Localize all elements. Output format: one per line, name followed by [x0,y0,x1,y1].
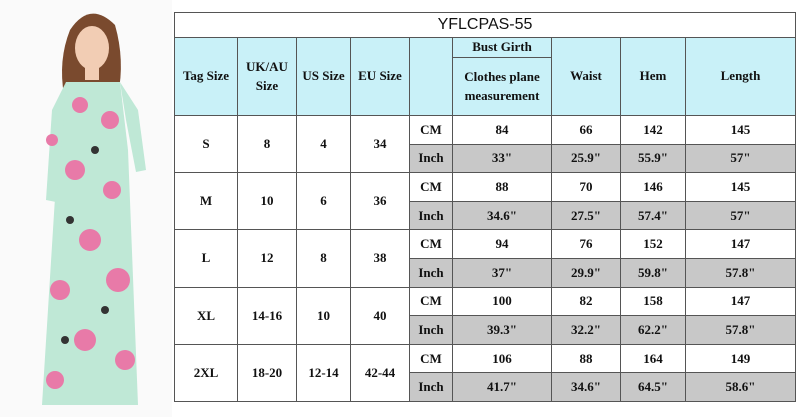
size-cell: 12-14 [296,343,351,402]
unit-cell: CM [409,229,453,259]
measure-cell: 149 [685,343,796,374]
measure-cell: 32.2" [551,315,621,345]
measure-cell: 106 [452,343,552,374]
unit-cell: Inch [409,200,453,231]
measure-cell: 64.5" [620,372,686,402]
size-cell: XL [174,286,238,345]
measure-cell: 37" [452,258,552,288]
measure-cell: 57" [685,200,796,231]
measure-cell: 84 [452,115,552,145]
measure-cell: 66 [551,115,621,145]
unit-cell: Inch [409,258,453,288]
measure-cell: 158 [620,286,686,317]
measure-cell: 147 [685,229,796,259]
size-cell: 8 [296,229,351,288]
measure-cell: 39.3" [452,315,552,345]
measure-cell: 41.7" [452,372,552,402]
unit-cell: CM [409,286,453,317]
measure-cell: 145 [685,115,796,145]
table-title: YFLCPAS-55 [174,12,796,38]
unit-cell: CM [409,172,453,202]
unit-cell: CM [409,343,453,374]
model-photo [0,0,172,417]
unit-cell: CM [409,115,453,145]
measure-cell: 147 [685,286,796,317]
size-cell: 18-20 [237,343,297,402]
column-header: Waist [551,37,621,116]
measure-cell: 152 [620,229,686,259]
unit-cell: Inch [409,315,453,345]
size-cell: 36 [350,172,410,231]
column-header: EU Size [350,37,410,116]
measure-cell: 57.4" [620,200,686,231]
size-cell: 2XL [174,343,238,402]
size-cell: 12 [237,229,297,288]
measure-cell: 88 [551,343,621,374]
column-header: Hem [620,37,686,116]
measure-cell: 55.9" [620,143,686,174]
measure-cell: 94 [452,229,552,259]
column-header: Bust Girth [452,37,552,58]
measure-cell: 58.6" [685,372,796,402]
measure-cell: 27.5" [551,200,621,231]
measure-cell: 100 [452,286,552,317]
column-header: US Size [296,37,351,116]
measure-cell: 34.6" [452,200,552,231]
measure-cell: 88 [452,172,552,202]
measure-cell: 25.9" [551,143,621,174]
measure-cell: 33" [452,143,552,174]
measure-cell: 57" [685,143,796,174]
column-subheader: Clothes plane measurement [452,57,552,116]
size-cell: 10 [296,286,351,345]
size-cell: 42-44 [350,343,410,402]
measure-cell: 146 [620,172,686,202]
column-header [409,37,453,116]
measure-cell: 62.2" [620,315,686,345]
size-cell: S [174,115,238,174]
measure-cell: 164 [620,343,686,374]
unit-cell: Inch [409,143,453,174]
size-cell: M [174,172,238,231]
size-cell: 4 [296,115,351,174]
measure-cell: 59.8" [620,258,686,288]
column-header: UK/AU Size [237,37,297,116]
size-cell: 10 [237,172,297,231]
measure-cell: 70 [551,172,621,202]
size-cell: 6 [296,172,351,231]
measure-cell: 29.9" [551,258,621,288]
size-cell: 40 [350,286,410,345]
size-cell: 38 [350,229,410,288]
measure-cell: 57.8" [685,315,796,345]
size-cell: 8 [237,115,297,174]
measure-cell: 142 [620,115,686,145]
measure-cell: 76 [551,229,621,259]
size-cell: 34 [350,115,410,174]
column-header: Tag Size [174,37,238,116]
measure-cell: 34.6" [551,372,621,402]
size-cell: L [174,229,238,288]
size-cell: 14-16 [237,286,297,345]
measure-cell: 145 [685,172,796,202]
unit-cell: Inch [409,372,453,402]
measure-cell: 57.8" [685,258,796,288]
column-header: Length [685,37,796,116]
measure-cell: 82 [551,286,621,317]
